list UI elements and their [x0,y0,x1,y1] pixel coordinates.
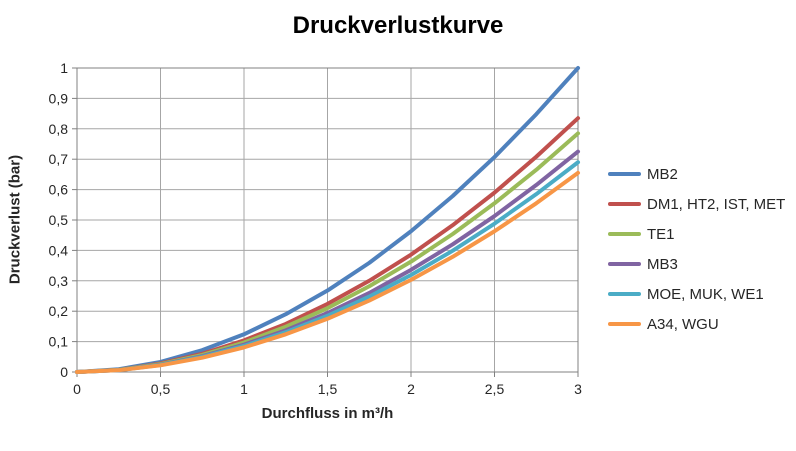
y-tick-label: 0 [60,364,68,380]
y-tick-label: 0,2 [49,303,69,319]
y-tick-label: 0,5 [49,212,69,228]
y-tick-label: 0,8 [49,121,69,137]
x-tick-label: 2 [407,381,415,397]
y-tick-label: 0,7 [49,151,69,167]
legend-item-4: MOE, MUK, WE1 [608,279,785,309]
legend-line-marker [608,201,641,207]
y-tick-label: 0,1 [49,334,69,350]
x-tick-label: 1 [240,381,248,397]
x-tick-label: 0 [73,381,81,397]
legend-item-5: A34, WGU [608,309,785,339]
y-tick-label: 0,3 [49,273,69,289]
y-tick-label: 0,9 [49,90,69,106]
legend-line-marker [608,321,641,327]
x-tick-label: 3 [574,381,582,397]
legend-line-marker [608,261,641,267]
x-tick-label: 2,5 [485,381,505,397]
legend-label: DM1, HT2, IST, MET [647,195,786,213]
y-tick-label: 0,4 [49,242,69,258]
legend-item-3: MB3 [608,249,785,279]
legend-line-marker [608,171,641,177]
x-tick-label: 1,5 [318,381,338,397]
y-axis-title: Druckverlust (bar) [6,154,24,285]
legend: MB2 DM1, HT2, IST, MET TE1 MB3 MOE, MUK, WE1… [608,159,785,339]
legend-label: MB2 [647,165,678,183]
legend-item-1: DM1, HT2, IST, MET [608,189,785,219]
chart-title: Druckverlustkurve [292,12,504,39]
y-tick-label: 0,6 [49,182,69,198]
x-axis-title: Durchfluss in m³/h [261,405,394,422]
legend-label: TE1 [647,225,675,243]
legend-label: MB3 [647,255,678,273]
legend-label: MOE, MUK, WE1 [647,285,764,303]
y-tick-label: 1 [60,60,68,76]
legend-item-2: TE1 [608,219,785,249]
legend-line-marker [608,231,641,237]
series-line-5 [75,170,580,374]
legend-label: A34, WGU [647,315,719,333]
legend-item-0: MB2 [608,159,785,189]
x-tick-label: 0,5 [151,381,171,397]
legend-line-marker [608,291,641,297]
